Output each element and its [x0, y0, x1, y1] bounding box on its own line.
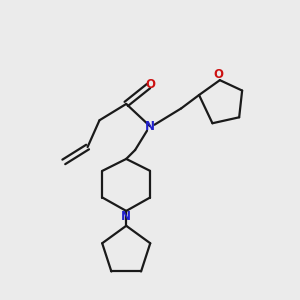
Text: O: O: [213, 68, 224, 81]
Text: O: O: [146, 77, 156, 91]
Text: N: N: [145, 120, 155, 133]
Text: N: N: [121, 210, 131, 224]
